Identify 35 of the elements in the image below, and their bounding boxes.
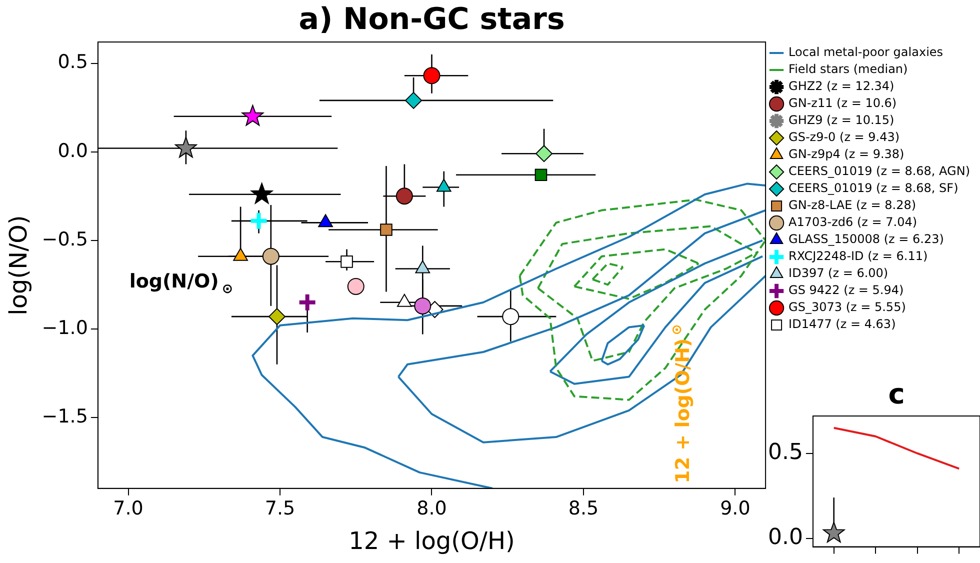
y-axis-title: log(N/O) (4, 215, 33, 316)
legend-label: GN-z9p4 (z = 9.38) (788, 147, 904, 162)
y-tick-label: 0.0 (58, 140, 88, 162)
x-tick-label: 7.5 (264, 498, 296, 520)
y-tick-label: 0.0 (768, 525, 803, 550)
y-tick-label: 0.5 (58, 51, 88, 74)
x-tick-label: 8.0 (416, 498, 447, 520)
legend-label: GN-z8-LAE (z = 8.28) (788, 198, 916, 212)
legend-label: CEERS_01019 (z = 8.68, AGN) (788, 164, 970, 178)
x-tick-label: 7.0 (113, 498, 144, 520)
legend-label: GS_3073 (z = 5.55) (788, 300, 906, 314)
chart-title: c (888, 377, 905, 410)
legend-label: GHZ2 (z = 12.34) (788, 79, 894, 94)
legend-label: Local metal-poor galaxies (788, 45, 944, 60)
x-tick-label: 9.0 (720, 498, 750, 520)
annotation: 12 + log(O/H)⊙ (670, 324, 694, 484)
legend-label: ID397 (z = 6.00) (788, 266, 888, 280)
x-axis-title: 12 + log(O/H) (348, 526, 515, 555)
legend-label: RXCJ2248-ID (z = 6.11) (788, 249, 928, 264)
legend-label: GLASS_150008 (z = 6.23) (788, 232, 944, 246)
y-tick-label: 0.5 (768, 440, 803, 466)
legend-label: Field stars (median) (788, 62, 908, 76)
legend-label: CEERS_01019 (z = 8.68, SF) (788, 181, 958, 196)
y-tick-label: −0.5 (42, 228, 88, 250)
annotation: log(N/O)⊙ (129, 270, 233, 298)
legend-label: GHZ9 (z = 10.15) (788, 113, 894, 128)
x-tick-label: 8.5 (568, 498, 599, 520)
legend-label: GS 9422 (z = 5.94) (788, 283, 904, 298)
y-tick-label: −1.5 (42, 405, 88, 428)
legend-label: A1703-zd6 (z = 7.04) (788, 215, 918, 230)
legend-label: GS-z9-0 (z = 9.43) (788, 130, 900, 144)
legend-label: GN-z11 (z = 10.6) (788, 96, 897, 110)
chart-title: a) Non-GC stars (298, 2, 565, 37)
legend-label: ID1477 (z = 4.63) (788, 317, 896, 332)
y-tick-label: −1.0 (42, 316, 88, 339)
